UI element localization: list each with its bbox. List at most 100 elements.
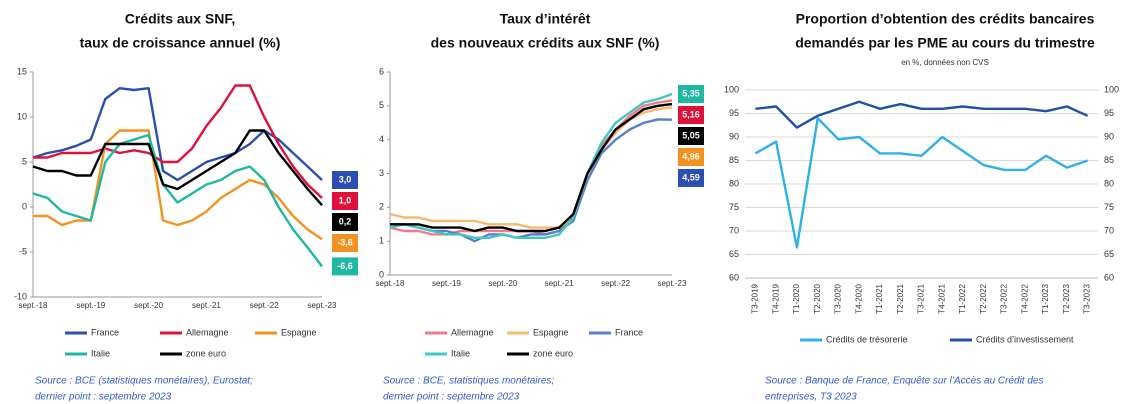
end-label: 4,59	[682, 172, 700, 182]
legend-label: France	[615, 327, 643, 337]
x-tick-label: T4-2019	[771, 283, 780, 313]
y2-tick-label: 80	[1104, 178, 1114, 188]
y-tick-label: 15	[17, 66, 27, 76]
x-tick-label: sept.-19	[76, 301, 105, 310]
x-tick-label: sept.-23	[658, 279, 687, 288]
legend-label: Allemagne	[451, 327, 494, 337]
series-line	[32, 87, 323, 182]
x-tick-label: sept.-20	[134, 301, 163, 310]
series-line	[755, 100, 1089, 129]
series-line	[33, 84, 323, 199]
y-tick-label: 6	[379, 66, 384, 76]
y-tick-label: 5	[379, 100, 384, 110]
y-tick-label: 75	[729, 202, 739, 212]
source-note: Source : BCE, statistiques monétaires;	[383, 376, 554, 387]
x-tick-label: T2-2023	[1062, 283, 1071, 313]
y2-tick-label: 85	[1104, 155, 1114, 165]
legend-label: zone euro	[186, 348, 226, 358]
chart-title: Proportion d’obtention des crédits banca…	[796, 11, 1095, 27]
y-tick-label: 3	[379, 168, 384, 178]
legend-label: France	[91, 327, 119, 337]
y-tick-label: -5	[19, 246, 27, 256]
chart-title: demandés par les PME au cours du trimest…	[795, 35, 1095, 51]
legend-label: Crédits d’investissement	[976, 334, 1074, 344]
legend-label: Italie	[451, 348, 470, 358]
end-label-box	[678, 105, 704, 124]
y-tick-label: 4	[379, 134, 384, 144]
y2-tick-label: 60	[1104, 272, 1114, 282]
x-tick-label: T4-2020	[854, 283, 863, 313]
x-tick-label: T1-2020	[792, 283, 801, 313]
x-tick-label: T3-2019	[750, 283, 759, 313]
y-tick-label: 90	[729, 131, 739, 141]
legend-label: Italie	[91, 348, 110, 358]
x-tick-label: T4-2021	[937, 283, 946, 313]
x-tick-label: sept.-22	[250, 301, 279, 310]
end-label: 1,0	[339, 195, 352, 205]
x-tick-label: sept.-21	[545, 279, 574, 288]
x-tick-label: T1-2021	[875, 283, 884, 313]
end-label-box	[332, 257, 358, 276]
x-tick-label: sept.-23	[308, 301, 337, 310]
end-label-box	[332, 171, 358, 189]
y2-tick-label: 70	[1104, 225, 1114, 235]
x-tick-label: sept.-18	[19, 301, 48, 310]
y-tick-label: 10	[17, 111, 27, 121]
end-label: -6,6	[337, 261, 353, 271]
y-tick-label: 70	[729, 225, 739, 235]
end-label: -3,6	[337, 237, 353, 247]
x-tick-label: T3-2021	[917, 283, 926, 313]
y-tick-label: 95	[729, 108, 739, 118]
series-line	[390, 102, 673, 233]
series-line	[33, 129, 323, 241]
legend-label: Allemagne	[186, 327, 229, 337]
y-tick-label: 85	[729, 155, 739, 165]
end-label: 5,05	[682, 130, 700, 140]
x-tick-label: sept.-21	[192, 301, 221, 310]
y-tick-label: 2	[379, 202, 384, 212]
source-note: entreprises, T3 2023	[765, 392, 857, 403]
end-label: 4,96	[682, 151, 700, 161]
source-note: Source : BCE (statistiques monétaires), …	[35, 376, 253, 387]
x-tick-label: T3-2023	[1083, 283, 1092, 313]
x-tick-label: sept.-18	[376, 279, 405, 288]
series-line	[754, 117, 1088, 249]
x-tick-label: T2-2020	[813, 283, 822, 313]
chart-title: Crédits aux SNF,	[125, 11, 235, 27]
end-label: 5,35	[682, 88, 700, 98]
y-tick-label: 65	[729, 249, 739, 259]
source-note: dernier point : septembre 2023	[35, 392, 172, 403]
y2-tick-label: 75	[1104, 202, 1114, 212]
y2-tick-label: 100	[1104, 84, 1119, 94]
y-tick-label: 100	[724, 84, 739, 94]
y-tick-label: 60	[729, 272, 739, 282]
y-tick-label: -10	[14, 291, 27, 301]
y-tick-label: 5	[22, 156, 27, 166]
y-tick-label: 80	[729, 178, 739, 188]
x-tick-label: T2-2021	[896, 283, 905, 313]
x-tick-label: sept.-19	[432, 279, 461, 288]
x-tick-label: sept.-22	[601, 279, 630, 288]
y-tick-label: 1	[379, 236, 384, 246]
legend-label: Crédits de trésorerie	[826, 334, 908, 344]
end-label-box	[678, 84, 704, 103]
legend-label: zone euro	[533, 348, 573, 358]
end-label-box	[332, 213, 358, 231]
x-tick-label: T2-2022	[979, 283, 988, 313]
x-tick-label: T3-2022	[1000, 283, 1009, 313]
x-tick-label: T3-2020	[834, 283, 843, 313]
chart-subtitle: en %, données non CVS	[901, 58, 989, 67]
legend-label: Espagne	[281, 327, 317, 337]
x-tick-label: sept.-20	[488, 279, 517, 288]
y2-tick-label: 90	[1104, 131, 1114, 141]
x-tick-label: T1-2023	[1041, 283, 1050, 313]
chart-title: taux de croissance annuel (%)	[80, 35, 281, 51]
x-tick-label: T1-2022	[958, 283, 967, 313]
series-line	[389, 92, 673, 239]
y2-tick-label: 95	[1104, 108, 1114, 118]
chart-title: Taux d’intérêt	[500, 11, 591, 27]
end-label-box	[678, 168, 704, 187]
series-line	[32, 133, 323, 268]
end-label-box	[332, 234, 358, 252]
